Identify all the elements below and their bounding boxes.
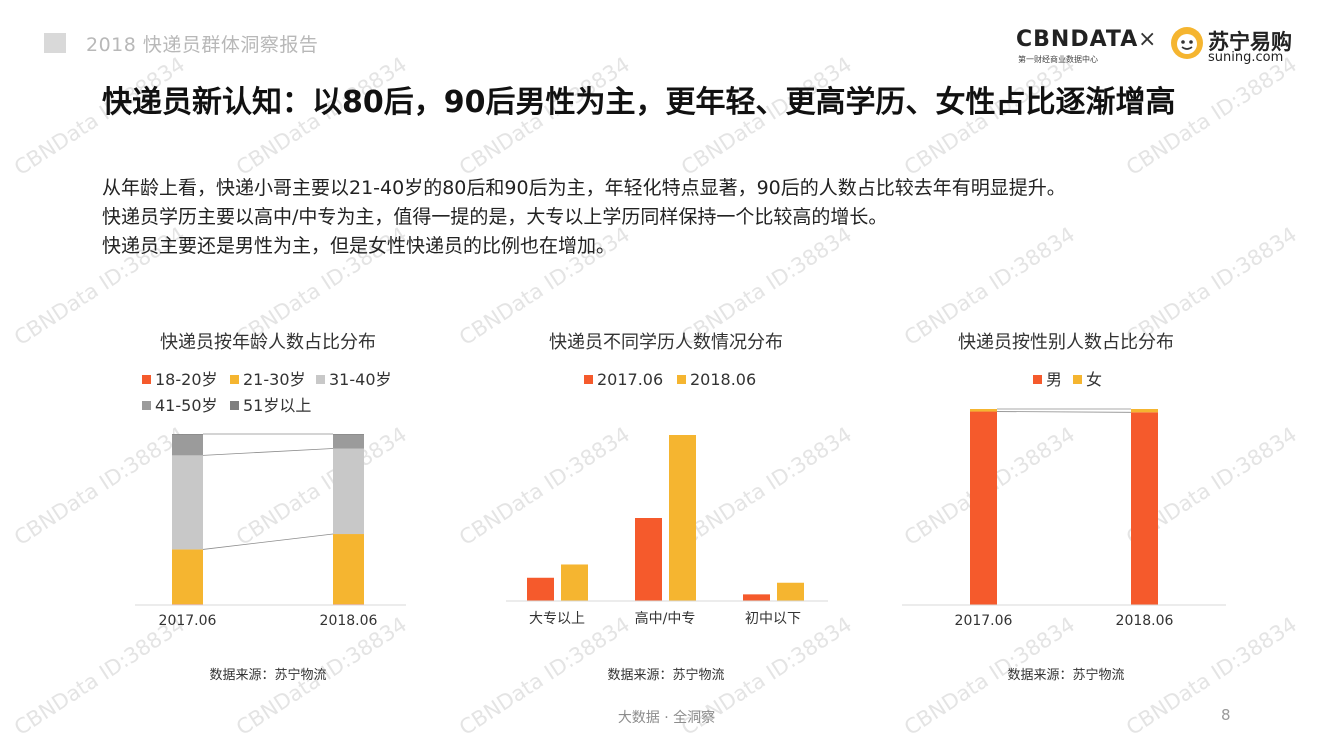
header-square-icon [44,33,66,53]
legend-label: 18-20岁 [155,370,218,389]
bar-2-1 [777,582,804,601]
legend-label: 51岁以上 [243,396,311,415]
report-title: 2018 快递员群体洞察报告 [86,34,319,56]
x-tick-label: 2017.06 [955,613,1013,629]
bar-2017-06-3 [172,434,203,456]
legend-swatch [142,401,151,410]
legend-label: 2017.06 [597,370,663,389]
chart-title: 快递员按年龄人数占比分布 [160,332,376,353]
suning-lion-icon [1171,27,1203,59]
bar-2017-06-2 [172,455,203,550]
legend-swatch [677,375,686,384]
cbndata-logo-text: CBNDATA [1016,27,1139,52]
suning-logo-text: 苏宁易购 [1208,30,1292,54]
bar-1-1 [669,435,696,601]
chart-source: 数据来源：苏宁物流 [607,667,724,683]
summary-line: 快递员主要还是男性为主，但是女性快递员的比例也在增加。 [102,235,616,257]
legend-swatch [1033,375,1042,384]
legend-swatch [584,375,593,384]
bar-2018-06-1 [333,534,364,605]
chart-title: 快递员不同学历人数情况分布 [549,332,783,353]
chart-source: 数据来源：苏宁物流 [1007,667,1124,683]
cbndata-logo: CBNDATA 第一财经商业数据中心 [1016,27,1137,67]
x-tick-label: 2017.06 [159,613,217,629]
cbndata-logo-subtitle: 第一财经商业数据中心 [1018,55,1098,64]
legend-label: 31-40岁 [329,370,392,389]
x-tick-label: 2018.06 [1116,613,1174,629]
bar-2017-06-4 [172,434,203,435]
legend-swatch [316,375,325,384]
legend-swatch [142,375,151,384]
legend-swatch [1073,375,1082,384]
bar-2018-06-0 [1131,412,1158,605]
bar-0-0 [527,577,554,601]
slide-title: 快递员新认知：以80后，90后男性为主，更年轻、更高学历、女性占比逐渐增高 [102,85,1176,120]
series-connector-line [996,411,1132,413]
chart-source: 数据来源：苏宁物流 [209,667,326,683]
legend-label: 21-30岁 [243,370,306,389]
legend-label: 男 [1046,370,1062,389]
summary-line: 从年龄上看，快递小哥主要以21-40岁的80后和90后为主，年轻化特点显著，90… [102,177,1066,199]
x-tick-label: 高中/中专 [635,610,696,627]
bar-2017-06-0 [970,411,997,605]
legend-swatch [230,375,239,384]
x-tick-label: 2018.06 [320,613,378,629]
bar-2018-06-2 [333,448,364,535]
bar-1-0 [635,518,662,601]
summary-line: 快递员学历主要以高中/中专为主，值得一提的是，大专以上学历同样保持一个比较高的增… [102,206,888,228]
chart-title: 快递员按性别人数占比分布 [958,332,1174,353]
bar-2-0 [743,594,770,601]
page-number: 8 [1221,706,1231,724]
suning-logo-domain: suning.com [1208,50,1284,65]
legend-swatch [230,401,239,410]
bar-2017-06-1 [970,409,997,412]
footer-brand: 大数据 · 全洞察 [617,710,716,726]
x-tick-label: 初中以下 [745,610,801,627]
bar-2018-06-3 [333,434,364,449]
bar-2018-06-4 [333,434,364,435]
series-connector-line [202,533,334,550]
legend-label: 女 [1086,370,1102,389]
collaboration-times-sign: × [1138,27,1157,52]
bar-0-1 [561,564,588,601]
summary-text: 从年龄上看，快递小哥主要以21-40岁的80后和90后为主，年轻化特点显著，90… [102,174,1282,261]
legend-label: 2018.06 [690,370,756,389]
bar-2018-06-1 [1131,409,1158,413]
legend-label: 41-50岁 [155,396,218,415]
bar-2017-06-1 [172,549,203,605]
series-connector-line [202,448,334,456]
x-tick-label: 大专以上 [529,611,585,627]
